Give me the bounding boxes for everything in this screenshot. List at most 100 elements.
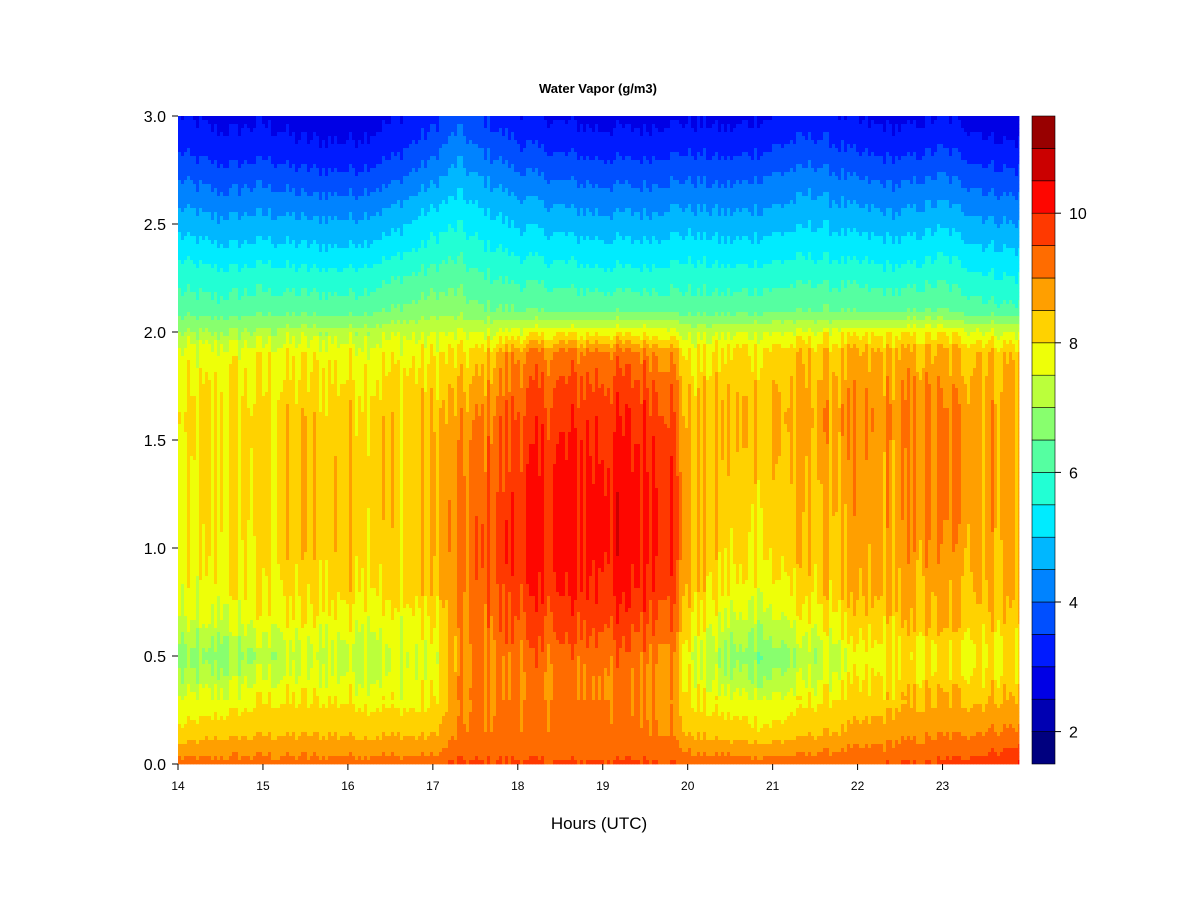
heatmap-cell <box>268 644 272 649</box>
heatmap-cell <box>199 516 203 521</box>
heatmap-cell <box>235 560 239 565</box>
heatmap-cell <box>235 248 239 253</box>
heatmap-cell <box>238 192 242 197</box>
heatmap-cell <box>223 124 227 129</box>
heatmap-cell <box>244 532 248 537</box>
heatmap-cell <box>205 632 209 637</box>
heatmap-cell <box>253 460 257 465</box>
heatmap-cell <box>187 504 191 509</box>
heatmap-cell <box>178 168 182 173</box>
heatmap-cell <box>199 736 203 741</box>
heatmap-cell <box>241 340 245 345</box>
heatmap-cell <box>220 208 224 213</box>
heatmap-cell <box>244 392 248 397</box>
heatmap-cell <box>214 632 218 637</box>
heatmap-cell <box>184 268 188 273</box>
heatmap-cell <box>238 700 242 705</box>
heatmap-cell <box>187 520 191 525</box>
heatmap-cell <box>250 680 254 685</box>
heatmap-cell <box>223 412 227 417</box>
heatmap-cell <box>256 568 260 573</box>
heatmap-cell <box>190 692 194 697</box>
heatmap-cell <box>268 440 272 445</box>
heatmap-cell <box>232 404 236 409</box>
heatmap-cell <box>178 744 182 749</box>
heatmap-cell <box>214 276 218 281</box>
heatmap-cell <box>226 144 230 149</box>
heatmap-cell <box>223 376 227 381</box>
heatmap-cell <box>268 432 272 437</box>
heatmap-cell <box>226 652 230 657</box>
heatmap-cell <box>241 660 245 665</box>
heatmap-cell <box>214 124 218 129</box>
heatmap-cell <box>214 204 218 209</box>
heatmap-cell <box>265 512 269 517</box>
heatmap-cell <box>226 164 230 169</box>
heatmap-cell <box>223 660 227 665</box>
heatmap-cell <box>262 408 266 413</box>
heatmap-cell <box>256 320 260 325</box>
heatmap-cell <box>259 740 263 745</box>
heatmap-cell <box>184 396 188 401</box>
heatmap-cell <box>244 452 248 457</box>
heatmap-cell <box>220 732 224 737</box>
heatmap-cell <box>181 732 185 737</box>
heatmap-cell <box>250 516 254 521</box>
heatmap-cell <box>202 164 206 169</box>
heatmap-cell <box>214 560 218 565</box>
heatmap-cell <box>214 656 218 661</box>
heatmap-cell <box>181 120 185 125</box>
heatmap-cell <box>253 336 257 341</box>
heatmap-cell <box>259 312 263 317</box>
heatmap-cell <box>193 416 197 421</box>
heatmap-cell <box>226 180 230 185</box>
heatmap-cell <box>202 572 206 577</box>
heatmap-cell <box>205 148 209 153</box>
heatmap-cell <box>211 348 215 353</box>
heatmap-cell <box>181 376 185 381</box>
heatmap-cell <box>253 340 257 345</box>
heatmap-cell <box>220 600 224 605</box>
heatmap-cell <box>211 412 215 417</box>
heatmap-cell <box>190 656 194 661</box>
heatmap-cell <box>208 396 212 401</box>
heatmap-cell <box>226 208 230 213</box>
heatmap-cell <box>202 552 206 557</box>
heatmap-cell <box>232 736 236 741</box>
heatmap-cell <box>226 468 230 473</box>
heatmap-cell <box>262 128 266 133</box>
heatmap-cell <box>208 668 212 673</box>
heatmap-cell <box>181 276 185 281</box>
heatmap-cell <box>268 508 272 513</box>
heatmap-cell <box>247 232 251 237</box>
heatmap-cell <box>244 508 248 513</box>
heatmap-cell <box>202 420 206 425</box>
heatmap-cell <box>202 300 206 305</box>
heatmap-cell <box>232 672 236 677</box>
heatmap-cell <box>256 604 260 609</box>
heatmap-cell <box>196 352 200 357</box>
heatmap-cell <box>187 136 191 141</box>
heatmap-cell <box>229 160 233 165</box>
heatmap-cell <box>244 308 248 313</box>
heatmap-cell <box>250 388 254 393</box>
heatmap-cell <box>220 748 224 753</box>
heatmap-cell <box>244 540 248 545</box>
heatmap-cell <box>253 736 257 741</box>
heatmap-cell <box>247 660 251 665</box>
heatmap-cell <box>247 756 251 761</box>
heatmap-cell <box>253 484 257 489</box>
heatmap-cell <box>241 328 245 333</box>
heatmap-cell <box>265 692 269 697</box>
heatmap-cell <box>178 248 182 253</box>
heatmap-cell <box>202 496 206 501</box>
heatmap-cell <box>238 360 242 365</box>
heatmap-cell <box>190 500 194 505</box>
heatmap-cell <box>268 284 272 289</box>
heatmap-cell <box>205 752 209 757</box>
heatmap-cell <box>205 576 209 581</box>
heatmap-cell <box>262 476 266 481</box>
heatmap-cell <box>235 172 239 177</box>
heatmap-cell <box>238 508 242 513</box>
heatmap-cell <box>214 240 218 245</box>
